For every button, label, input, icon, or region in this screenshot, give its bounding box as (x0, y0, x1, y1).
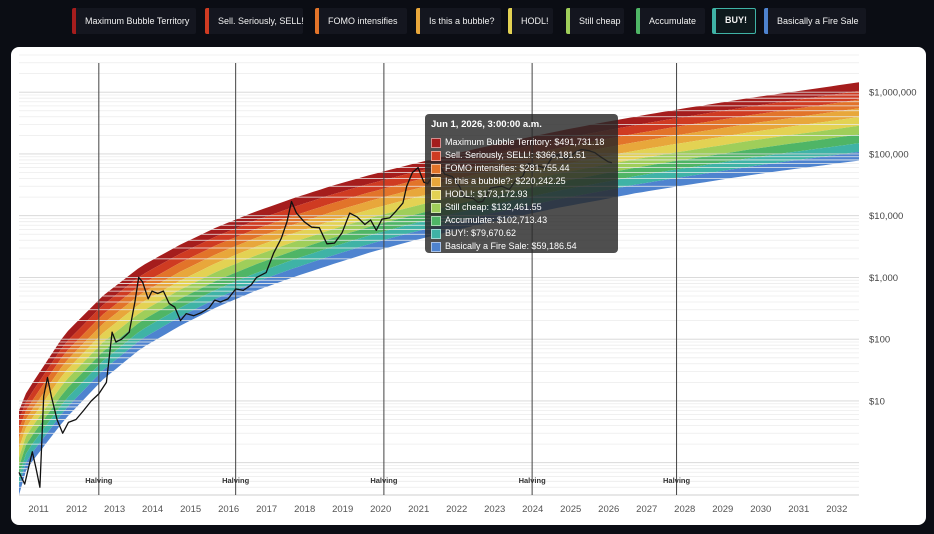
axis-layer: 2011 2012 2013 2014 2015 2016 2017 2018 2019 2020… (28, 88, 916, 515)
tooltip: Jun 1, 2026, 3:00:00 a.m. Maximum Bubble… (425, 114, 618, 253)
halving-label: Halving (222, 476, 250, 485)
legend-item-maximum-bubble-territory[interactable]: Maximum Bubble Territory (72, 8, 196, 34)
x-tick-label: 2028 (674, 504, 695, 515)
legend-item-accumulate[interactable]: Accumulate (636, 8, 705, 34)
halving-label: Halving (370, 476, 398, 485)
tooltip-title: Jun 1, 2026, 3:00:00 a.m. (431, 119, 542, 130)
legend-item-is-this-a-bubble[interactable]: Is this a bubble? (416, 8, 501, 34)
y-tick-label: $100 (869, 335, 890, 346)
x-tick-label: 2029 (712, 504, 733, 515)
tooltip-row-label: Is this a bubble?: $220,242.25 (445, 176, 566, 186)
tooltip-row: Basically a Fire Sale: $59,186.54 (431, 240, 612, 253)
legend-item-hodl[interactable]: HODL! (508, 8, 553, 34)
x-tick-label: 2019 (332, 504, 353, 515)
x-tick-label: 2017 (256, 504, 277, 515)
tooltip-row: BUY!: $79,670.62 (431, 227, 612, 240)
tooltip-row-label: HODL!: $173,172.93 (445, 189, 528, 199)
x-tick-label: 2011 (28, 504, 48, 515)
x-tick-label: 2031 (788, 504, 809, 515)
x-tick-label: 2020 (370, 504, 391, 515)
tooltip-row: Still cheap: $132,461.55 (431, 201, 612, 214)
x-tick-label: 2032 (826, 504, 847, 515)
tooltip-row: HODL!: $173,172.93 (431, 188, 612, 201)
halving-label: Halving (663, 476, 691, 485)
tooltip-rows: Maximum Bubble Territory: $491,731.18 Sel… (431, 136, 612, 253)
x-tick-label: 2023 (484, 504, 505, 515)
legend: Maximum Bubble Territory Sell. Seriously,… (0, 8, 934, 34)
x-tick-label: 2024 (522, 504, 543, 515)
legend-item-buy[interactable]: BUY! (712, 8, 756, 34)
x-tick-label: 2027 (636, 504, 657, 515)
tooltip-row-label: Sell. Seriously, SELL!: $366,181.51 (445, 150, 586, 160)
y-tick-label: $1,000 (869, 273, 898, 284)
tooltip-row-label: Maximum Bubble Territory: $491,731.18 (445, 137, 605, 147)
tooltip-row-label: BUY!: $79,670.62 (445, 228, 517, 238)
legend-item-basically-a-fire-sale[interactable]: Basically a Fire Sale (764, 8, 866, 34)
x-tick-label: 2013 (104, 504, 125, 515)
x-tick-label: 2025 (560, 504, 581, 515)
tooltip-row-label: Accumulate: $102,713.43 (445, 215, 548, 225)
y-tick-label: $10,000 (869, 211, 903, 222)
x-tick-label: 2030 (750, 504, 771, 515)
tooltip-swatch (431, 241, 441, 252)
tooltip-row: FOMO intensifies: $281,755.44 (431, 162, 612, 175)
tooltip-row: Maximum Bubble Territory: $491,731.18 (431, 136, 612, 149)
tooltip-row-label: Still cheap: $132,461.55 (445, 202, 542, 212)
tooltip-swatch (431, 215, 441, 226)
tooltip-swatch (431, 202, 441, 213)
x-tick-label: 2014 (142, 504, 163, 515)
tooltip-row-label: FOMO intensifies: $281,755.44 (445, 163, 570, 173)
y-tick-label: $10 (869, 396, 885, 407)
tooltip-row: Sell. Seriously, SELL!: $366,181.51 (431, 149, 612, 162)
chart-card: Halving Halving Halving Halving Halving 2011… (11, 47, 926, 525)
x-tick-label: 2015 (180, 504, 201, 515)
grid-layer (19, 54, 859, 496)
legend-item-fomo-intensifies[interactable]: FOMO intensifies (315, 8, 407, 34)
x-tick-label: 2022 (446, 504, 467, 515)
legend-item-still-cheap[interactable]: Still cheap (566, 8, 624, 34)
tooltip-row-label: Basically a Fire Sale: $59,186.54 (445, 241, 577, 251)
tooltip-swatch (431, 150, 441, 161)
x-tick-label: 2021 (408, 504, 429, 515)
tooltip-swatch (431, 189, 441, 200)
x-tick-label: 2026 (598, 504, 619, 515)
tooltip-row: Accumulate: $102,713.43 (431, 214, 612, 227)
tooltip-swatch (431, 228, 441, 239)
y-tick-label: $100,000 (869, 149, 909, 160)
tooltip-swatch (431, 137, 441, 148)
tooltip-row: Is this a bubble?: $220,242.25 (431, 175, 612, 188)
tooltip-swatch (431, 163, 441, 174)
y-tick-label: $1,000,000 (869, 88, 917, 99)
halving-label: Halving (519, 476, 547, 485)
rainbow-chart[interactable]: Halving Halving Halving Halving Halving 2011… (11, 47, 926, 525)
halving-label: Halving (85, 476, 113, 485)
tooltip-swatch (431, 176, 441, 187)
legend-item-sell-seriously-sell[interactable]: Sell. Seriously, SELL! (205, 8, 304, 34)
x-tick-label: 2016 (218, 504, 239, 515)
x-tick-label: 2012 (66, 504, 87, 515)
x-tick-label: 2018 (294, 504, 315, 515)
